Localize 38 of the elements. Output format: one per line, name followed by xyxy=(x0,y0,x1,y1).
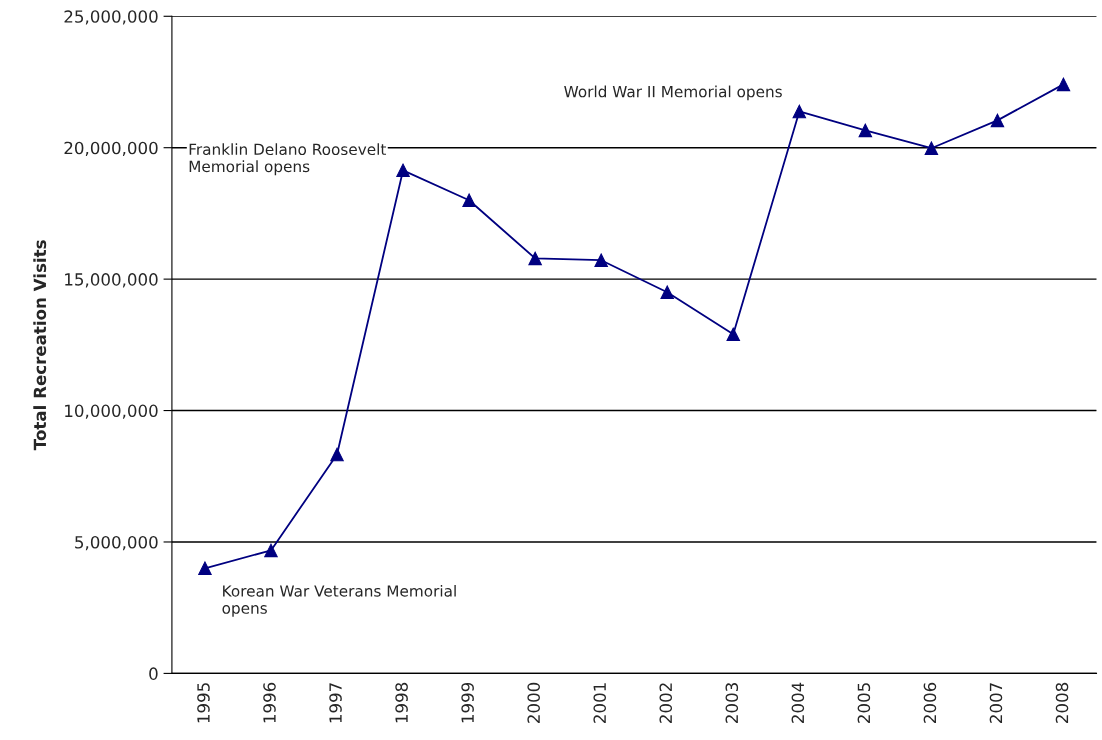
point xyxy=(990,113,1005,128)
y-tick-label: 25,000,000 xyxy=(64,10,158,25)
x-tick-label: 1996 xyxy=(263,682,276,723)
point xyxy=(198,561,212,576)
y-tick-label: 10,000,000 xyxy=(65,404,158,419)
point xyxy=(264,543,278,558)
point xyxy=(726,327,741,342)
annotation: World War II Memorial opens xyxy=(564,85,782,101)
x-tick-label: 2001 xyxy=(593,683,607,723)
x-tick-label: 1995 xyxy=(197,683,210,723)
x-tick-label: 1997 xyxy=(329,683,342,723)
point xyxy=(792,104,807,119)
x-tick-label: 2005 xyxy=(857,683,871,723)
x-tick-label: 1999 xyxy=(461,682,474,723)
y-tick-label: 5,000,000 xyxy=(75,535,158,551)
point xyxy=(396,163,410,178)
point xyxy=(858,123,873,138)
annotation: Franklin Delano Roosevelt Memorial opens xyxy=(189,143,387,176)
point xyxy=(594,253,608,267)
point xyxy=(528,251,542,266)
x-tick-label: 2006 xyxy=(923,682,937,723)
point xyxy=(1056,77,1071,92)
y-axis-title: Total Recreation Visits xyxy=(33,240,47,451)
annotation: Korean War Veterans Memorial opens xyxy=(222,584,456,617)
x-tick-label: 2007 xyxy=(989,683,1003,723)
y-tick-label: 20,000,000 xyxy=(64,141,158,156)
x-tick-label: 2003 xyxy=(725,683,739,723)
y-tick-label: 0 xyxy=(149,667,158,680)
x-tick-label: 1998 xyxy=(395,682,408,723)
x-tick-label: 2008 xyxy=(1055,682,1069,723)
x-tick-label: 2002 xyxy=(659,683,673,723)
y-tick-label: 15,000,000 xyxy=(65,273,158,288)
x-tick-label: 2004 xyxy=(791,682,805,723)
point xyxy=(660,285,674,300)
point xyxy=(462,193,476,208)
x-tick-label: 2000 xyxy=(527,682,540,723)
point xyxy=(330,447,344,462)
point xyxy=(924,141,939,155)
